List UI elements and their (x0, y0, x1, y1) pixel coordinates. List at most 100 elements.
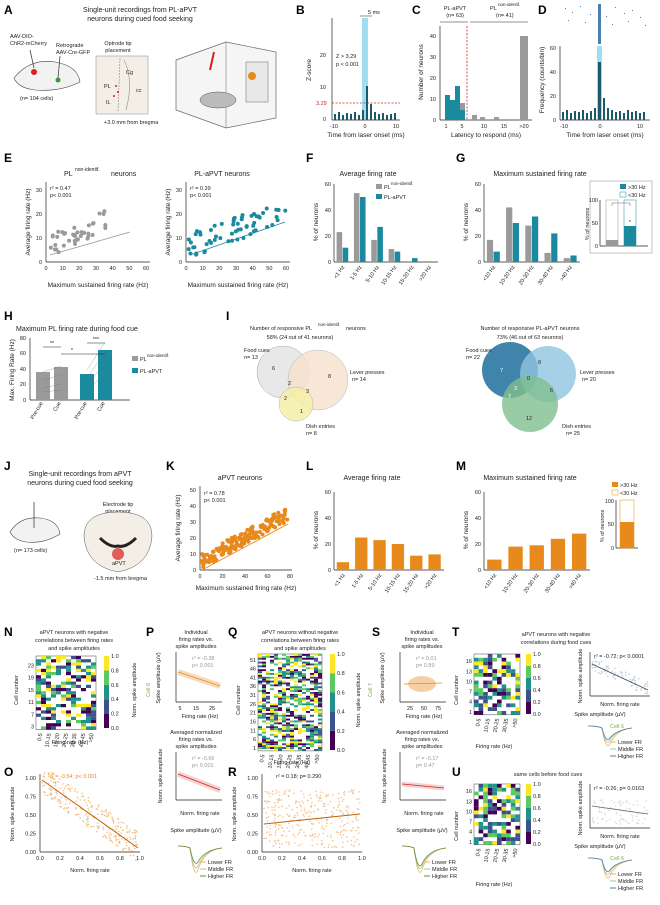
svg-text:-10: -10 (330, 124, 338, 130)
heat-cell (294, 693, 298, 696)
heat-cell (266, 737, 270, 740)
scatter-point (288, 804, 290, 807)
colorbar-tick: 1.0 (533, 652, 541, 658)
heat-cell (36, 707, 41, 711)
scatter-point (212, 237, 217, 242)
x-tick: >50 (512, 718, 520, 728)
x-tick: 15-20 (276, 754, 284, 769)
heat-cell (282, 714, 286, 717)
heat-cell (302, 718, 306, 721)
scatter-point (633, 675, 636, 678)
heat-cell (474, 799, 479, 803)
retro-label-2: AAV-Cre-GFP (56, 50, 90, 56)
heat-cell (278, 697, 282, 700)
scatter-point (194, 251, 199, 256)
bar (373, 540, 386, 570)
heat-cell (286, 728, 290, 730)
heat-cell (41, 697, 46, 701)
scatter-point (254, 530, 259, 535)
scatter-point (265, 527, 270, 532)
heat-cell (41, 656, 46, 660)
scatter-point (69, 790, 72, 792)
scatter-point (342, 834, 344, 836)
scatter-point (301, 800, 303, 803)
heat-cell (302, 676, 306, 679)
svg-text:n= 20: n= 20 (582, 377, 596, 383)
panel-m: M Maximum sustained firing rate 0204060<… (456, 459, 638, 594)
scatter-point (273, 840, 276, 842)
scatter-point (102, 835, 105, 838)
scatter-point (625, 807, 628, 810)
heat-cell (478, 837, 484, 841)
scatter-point (46, 794, 49, 797)
heat-cell (487, 810, 493, 815)
heat-cell (290, 735, 294, 738)
scatter-point (118, 840, 121, 843)
heat-cell (274, 707, 278, 710)
heat-cell (310, 737, 314, 740)
scatter-point (606, 666, 608, 669)
heat-cell (294, 743, 298, 746)
heat-cell (46, 723, 51, 727)
scatter-point (97, 805, 100, 808)
heat-cell (314, 673, 318, 675)
heat-cell (478, 814, 484, 819)
heat-cell (515, 825, 520, 830)
heat-cell (306, 711, 310, 713)
bar-apvt-precue (80, 374, 94, 400)
heat-cell (515, 818, 520, 822)
scatter-point (208, 228, 213, 233)
scatter-point (619, 803, 622, 805)
scatter-point (241, 236, 246, 241)
heat-cell (298, 690, 302, 692)
x-tick: 20-25 (286, 754, 294, 769)
heat-cell (282, 724, 286, 727)
scatter-point (294, 814, 296, 817)
scatter-point (96, 808, 99, 811)
scatter-point (264, 518, 269, 523)
heat-cell (274, 709, 278, 711)
scatter-point (280, 799, 283, 801)
heat-cell (270, 709, 274, 711)
heat-cell (41, 681, 46, 685)
heat-cell (51, 684, 56, 688)
scatter-point (82, 795, 85, 797)
heat-cell (474, 841, 479, 845)
heat-cell (81, 723, 86, 727)
panel-b-xlabel: Time from laser onset (ms) (327, 132, 404, 139)
scatter-point (133, 829, 136, 831)
heat-cell (506, 784, 511, 788)
heat-cell (298, 741, 302, 744)
scatter-point (316, 809, 319, 811)
heat-cell (56, 688, 61, 692)
scatter-point (324, 812, 327, 814)
svg-text:S: S (372, 625, 380, 639)
scatter-point (342, 825, 345, 827)
heat-cell (478, 695, 484, 700)
heat-cell (41, 694, 46, 698)
scatter-point (49, 793, 51, 796)
heat-cell (306, 661, 310, 664)
y-tick: 36 (250, 684, 256, 690)
heat-cell (262, 714, 266, 717)
heat-cell (86, 684, 91, 688)
svg-text:**: ** (50, 341, 55, 347)
x-tick: 0 (198, 574, 201, 580)
heat-cell (298, 665, 302, 668)
scatter-point (73, 234, 78, 239)
heat-cell (497, 692, 502, 696)
heat-cell (318, 663, 322, 666)
scatter-point (355, 818, 357, 821)
heat-cell (282, 726, 286, 729)
scatter-point (220, 541, 225, 546)
svg-text:1: 1 (300, 409, 303, 415)
scatter-point (329, 800, 332, 803)
heat-cell (278, 669, 282, 672)
heat-cell (51, 659, 56, 663)
scatter-point (76, 791, 78, 793)
scatter-point (636, 822, 638, 824)
y-tick: 4 (469, 700, 472, 706)
scatter-point (294, 802, 297, 805)
heat-cell (306, 739, 310, 742)
scatter-point (635, 689, 637, 692)
